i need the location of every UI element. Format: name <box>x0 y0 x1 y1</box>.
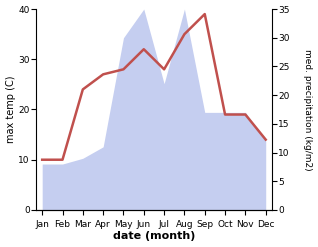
Y-axis label: max temp (C): max temp (C) <box>5 76 16 143</box>
X-axis label: date (month): date (month) <box>113 231 195 242</box>
Y-axis label: med. precipitation (kg/m2): med. precipitation (kg/m2) <box>303 49 313 170</box>
